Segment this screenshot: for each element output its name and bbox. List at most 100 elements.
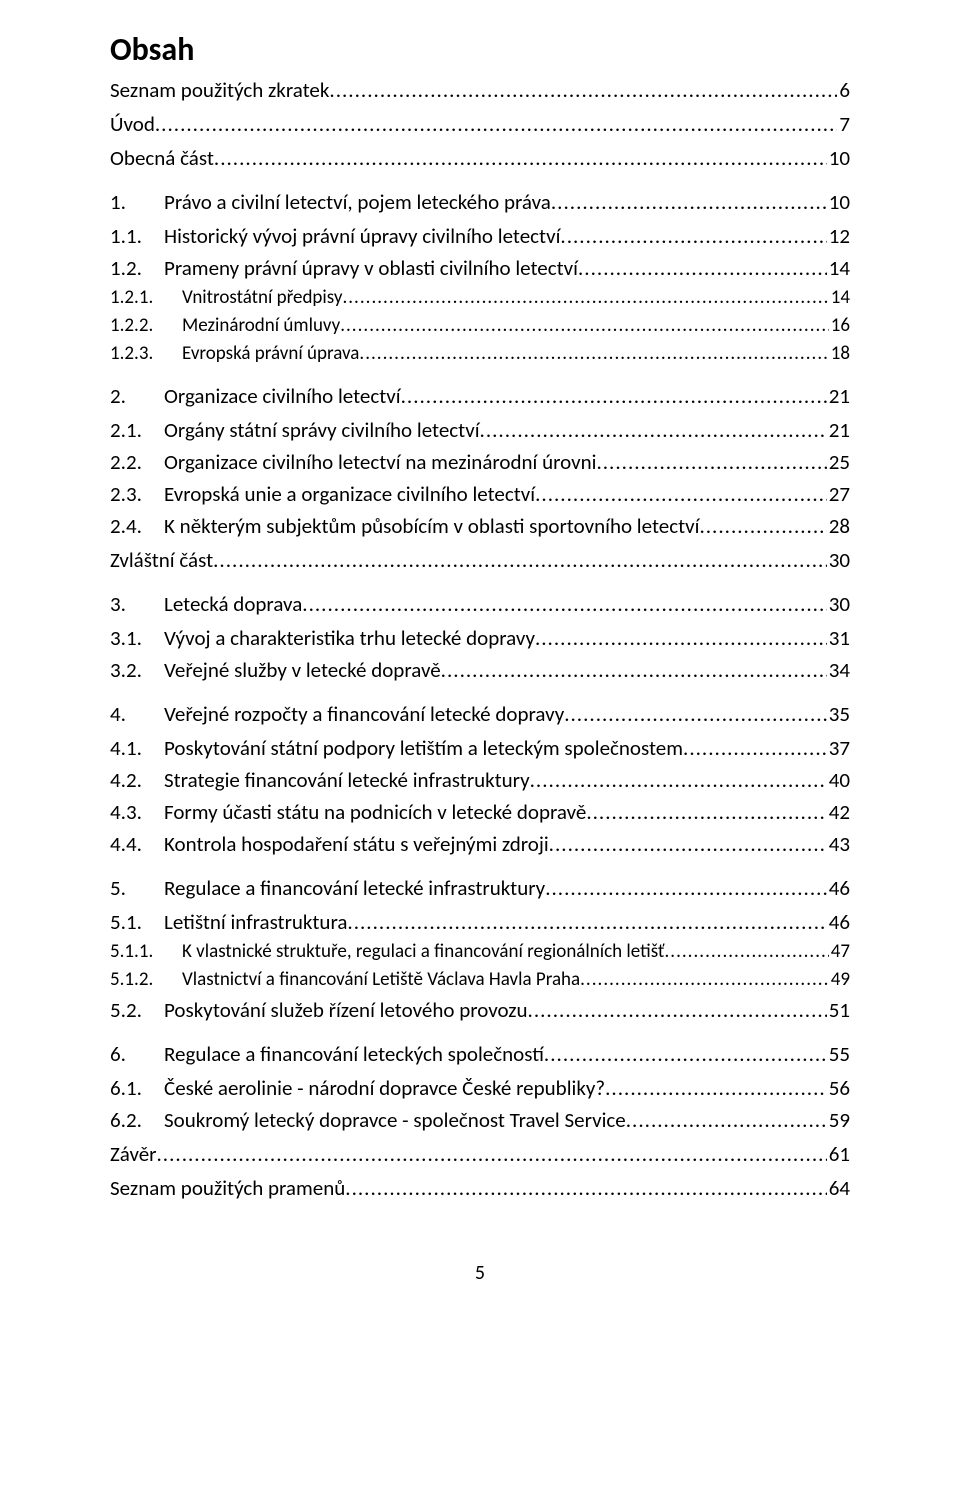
toc-entry: 1.2.2.Mezinárodní úmluvy 16 <box>110 314 850 337</box>
toc-entry-page: 16 <box>829 314 850 337</box>
toc-leader-dots <box>564 701 827 727</box>
toc-entry-label: 2.1.Orgány státní správy civilního letec… <box>110 417 480 443</box>
toc-entry-page: 43 <box>827 831 850 857</box>
toc-entry-text: Formy účasti státu na podnicích v leteck… <box>164 799 586 825</box>
toc-entry: Obecná část10 <box>110 145 850 171</box>
toc-body: Seznam použitých zkratek6 Úvod7 Obecná čás… <box>110 77 850 1201</box>
toc-entry: Závěr 61 <box>110 1141 850 1167</box>
toc-entry-page: 28 <box>827 513 850 539</box>
toc-entry-page: 27 <box>827 481 850 507</box>
toc-leader-dots <box>605 1075 827 1101</box>
toc-entry-label: 6.Regulace a financování leteckých spole… <box>110 1041 544 1067</box>
toc-entry-page: 14 <box>829 286 850 309</box>
toc-entry-page: 47 <box>829 940 850 963</box>
toc-entry: 5.1.1.K vlastnické struktuře, regulaci a… <box>110 940 850 963</box>
toc-entry-label: 5.1.2.Vlastnictví a financování Letiště … <box>110 968 580 991</box>
toc-entry-number: 5.1.1. <box>110 940 182 963</box>
toc-entry-text: K vlastnické struktuře, regulaci a finan… <box>182 940 665 963</box>
toc-entry-text: Orgány státní správy civilního letectví <box>164 417 480 443</box>
toc-entry-number: 6.1. <box>110 1075 164 1101</box>
toc-entry-text: Evropská unie a organizace civilního let… <box>164 481 535 507</box>
toc-entry: Seznam použitých pramenů 64 <box>110 1175 850 1201</box>
toc-entry-text: Poskytování služeb řízení letového provo… <box>164 997 528 1023</box>
toc-entry-page: 14 <box>827 255 850 281</box>
toc-entry-label: 5.1.Letištní infrastruktura <box>110 909 347 935</box>
toc-entry-number: 2.4. <box>110 513 164 539</box>
toc-leader-dots <box>699 513 826 539</box>
toc-entry-label: 4.2.Strategie financování letecké infras… <box>110 767 530 793</box>
toc-entry-number: 3.1. <box>110 625 164 651</box>
toc-entry-text: Veřejné služby v letecké dopravě <box>164 657 441 683</box>
toc-entry-text: Mezinárodní úmluvy <box>182 314 340 337</box>
toc-entry-text: Kontrola hospodaření státu s veřejnými z… <box>164 831 549 857</box>
toc-leader-dots <box>528 997 827 1023</box>
toc-entry-page: 61 <box>827 1141 850 1167</box>
toc-entry-number: 6.2. <box>110 1107 164 1133</box>
toc-leader-dots <box>535 625 827 651</box>
toc-entry-number: 2.1. <box>110 417 164 443</box>
toc-entry-number: 1. <box>110 189 164 215</box>
toc-entry-text: Veřejné rozpočty a financování letecké d… <box>164 701 564 727</box>
toc-entry: Úvod7 <box>110 111 850 137</box>
toc-entry-number: 1.2.2. <box>110 314 182 337</box>
toc-entry: 3.Letecká doprava30 <box>110 591 850 617</box>
toc-entry-number: 1.1. <box>110 223 164 249</box>
toc-leader-dots <box>535 481 827 507</box>
toc-entry: 1.2.1.Vnitrostátní předpisy 14 <box>110 286 850 309</box>
toc-entry-text: Obecná část <box>110 145 214 171</box>
toc-leader-dots <box>340 314 829 337</box>
toc-entry-page: 10 <box>827 189 850 215</box>
toc-leader-dots <box>665 940 829 963</box>
toc-entry: 2.2.Organizace civilního letectví na mez… <box>110 449 850 475</box>
toc-leader-dots <box>213 547 827 573</box>
toc-entry-label: 4.1.Poskytování státní podpory letištím … <box>110 735 683 761</box>
toc-entry-text: Evropská právní úprava <box>182 342 359 365</box>
toc-entry: 5.1.Letištní infrastruktura46 <box>110 909 850 935</box>
toc-entry-text: K některým subjektům působícím v oblasti… <box>164 513 699 539</box>
toc-entry-label: 1.Právo a civilní letectví, pojem leteck… <box>110 189 551 215</box>
toc-entry-label: Seznam použitých zkratek <box>110 77 329 103</box>
toc-entry-page: 18 <box>829 342 850 365</box>
toc-entry-label: 1.2.1.Vnitrostátní předpisy <box>110 286 342 309</box>
toc-leader-dots <box>401 383 827 409</box>
toc-entry-label: 3.2.Veřejné služby v letecké dopravě <box>110 657 441 683</box>
toc-entry: 1.Právo a civilní letectví, pojem leteck… <box>110 189 850 215</box>
toc-entry-label: 1.2.2.Mezinárodní úmluvy <box>110 314 340 337</box>
toc-entry-number: 5.2. <box>110 997 164 1023</box>
toc-entry: Seznam použitých zkratek6 <box>110 77 850 103</box>
toc-entry-text: Úvod <box>110 111 155 137</box>
toc-entry-label: 2.2.Organizace civilního letectví na mez… <box>110 449 596 475</box>
toc-entry-page: 55 <box>827 1041 850 1067</box>
toc-entry: 4.2.Strategie financování letecké infras… <box>110 767 850 793</box>
toc-entry-page: 40 <box>827 767 850 793</box>
toc-leader-dots <box>578 255 827 281</box>
toc-entry-label: Obecná část <box>110 145 214 171</box>
toc-entry-label: 4.3.Formy účasti státu na podnicích v le… <box>110 799 586 825</box>
toc-entry-page: 64 <box>827 1175 850 1201</box>
toc-entry: 1.1.Historický vývoj právní úpravy civil… <box>110 223 850 249</box>
toc-leader-dots <box>626 1107 827 1133</box>
toc-entry: 5.2.Poskytování služeb řízení letového p… <box>110 997 850 1023</box>
toc-entry-text: Právo a civilní letectví, pojem leteckéh… <box>164 189 551 215</box>
toc-entry-label: 2.3.Evropská unie a organizace civilního… <box>110 481 535 507</box>
toc-entry-number: 3.2. <box>110 657 164 683</box>
toc-entry-page: 25 <box>827 449 850 475</box>
toc-entry-number: 1.2.3. <box>110 342 182 365</box>
toc-entry-label: Seznam použitých pramenů <box>110 1175 345 1201</box>
toc-entry: 4.1.Poskytování státní podpory letištím … <box>110 735 850 761</box>
toc-entry-text: Soukromý letecký dopravce - společnost T… <box>164 1107 626 1133</box>
toc-entry: 2.4.K některým subjektům působícím v obl… <box>110 513 850 539</box>
toc-entry-page: 12 <box>827 223 850 249</box>
toc-leader-dots <box>214 145 827 171</box>
toc-leader-dots <box>580 968 829 991</box>
toc-entry-label: Závěr <box>110 1141 157 1167</box>
page-container: Obsah Seznam použitých zkratek6Úvod7Obec… <box>0 0 960 1315</box>
toc-leader-dots <box>544 1041 827 1067</box>
toc-entry-number: 4.2. <box>110 767 164 793</box>
toc-entry-text: Vývoj a charakteristika trhu letecké dop… <box>164 625 535 651</box>
toc-entry-page: 21 <box>827 383 850 409</box>
toc-entry-number: 4.1. <box>110 735 164 761</box>
toc-entry: 6.2.Soukromý letecký dopravce - společno… <box>110 1107 850 1133</box>
toc-entry-label: 5.Regulace a financování letecké infrast… <box>110 875 545 901</box>
toc-entry-label: 6.1.České aerolinie - národní dopravce Č… <box>110 1075 605 1101</box>
